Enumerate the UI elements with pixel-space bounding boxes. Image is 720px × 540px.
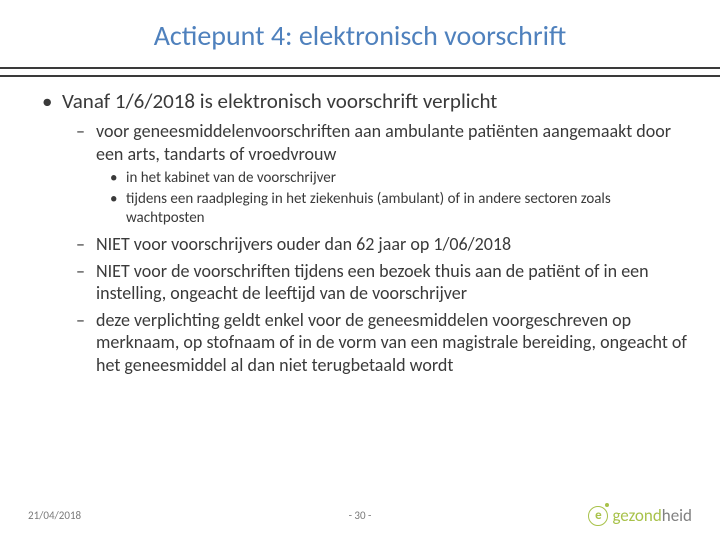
title-rule-bottom	[0, 75, 720, 77]
list-item: in het kabinet van de voorschrijver	[110, 169, 692, 188]
logo: e gezondheid	[588, 505, 692, 526]
bullet-text: tijdens een raadpleging in het ziekenhui…	[126, 190, 611, 227]
list-item: Vanaf 1/6/2018 is elektronisch voorschri…	[42, 89, 692, 376]
footer-date: 21/04/2018	[28, 509, 81, 522]
bullet-text: in het kabinet van de voorschrijver	[126, 169, 336, 187]
logo-text-grey: heid	[662, 505, 692, 526]
bullet-text: Vanaf 1/6/2018 is elektronisch voorschri…	[62, 88, 497, 114]
list-item: voor geneesmiddelenvoorschriften aan amb…	[76, 120, 692, 227]
bullet-list-lvl3: in het kabinet van de voorschrijver tijd…	[96, 169, 692, 227]
list-item: NIET voor voorschrijvers ouder dan 62 ja…	[76, 233, 692, 256]
footer-page-number: - 30 -	[349, 509, 372, 522]
slide: Actiepunt 4: elektronisch voorschrift Va…	[0, 0, 720, 540]
bullet-list-lvl1: Vanaf 1/6/2018 is elektronisch voorschri…	[28, 89, 692, 376]
list-item: NIET voor de voorschriften tijdens een b…	[76, 260, 692, 305]
logo-e-icon: e	[588, 506, 608, 526]
title-rule-top	[0, 67, 720, 69]
bullet-text: deze verplichting geldt enkel voor de ge…	[96, 309, 687, 376]
slide-title: Actiepunt 4: elektronisch voorschrift	[28, 18, 692, 67]
bullet-list-lvl2: voor geneesmiddelenvoorschriften aan amb…	[62, 120, 692, 376]
bullet-text: voor geneesmiddelenvoorschriften aan amb…	[96, 120, 671, 165]
footer: 21/04/2018 - 30 - e gezondheid	[0, 505, 720, 526]
logo-text: gezondheid	[612, 505, 692, 526]
bullet-text: NIET voor de voorschriften tijdens een b…	[96, 260, 649, 305]
bullet-text: NIET voor voorschrijvers ouder dan 62 ja…	[96, 233, 511, 255]
logo-text-green: gezond	[612, 505, 661, 526]
list-item: tijdens een raadpleging in het ziekenhui…	[110, 190, 692, 228]
list-item: deze verplichting geldt enkel voor de ge…	[76, 309, 692, 377]
